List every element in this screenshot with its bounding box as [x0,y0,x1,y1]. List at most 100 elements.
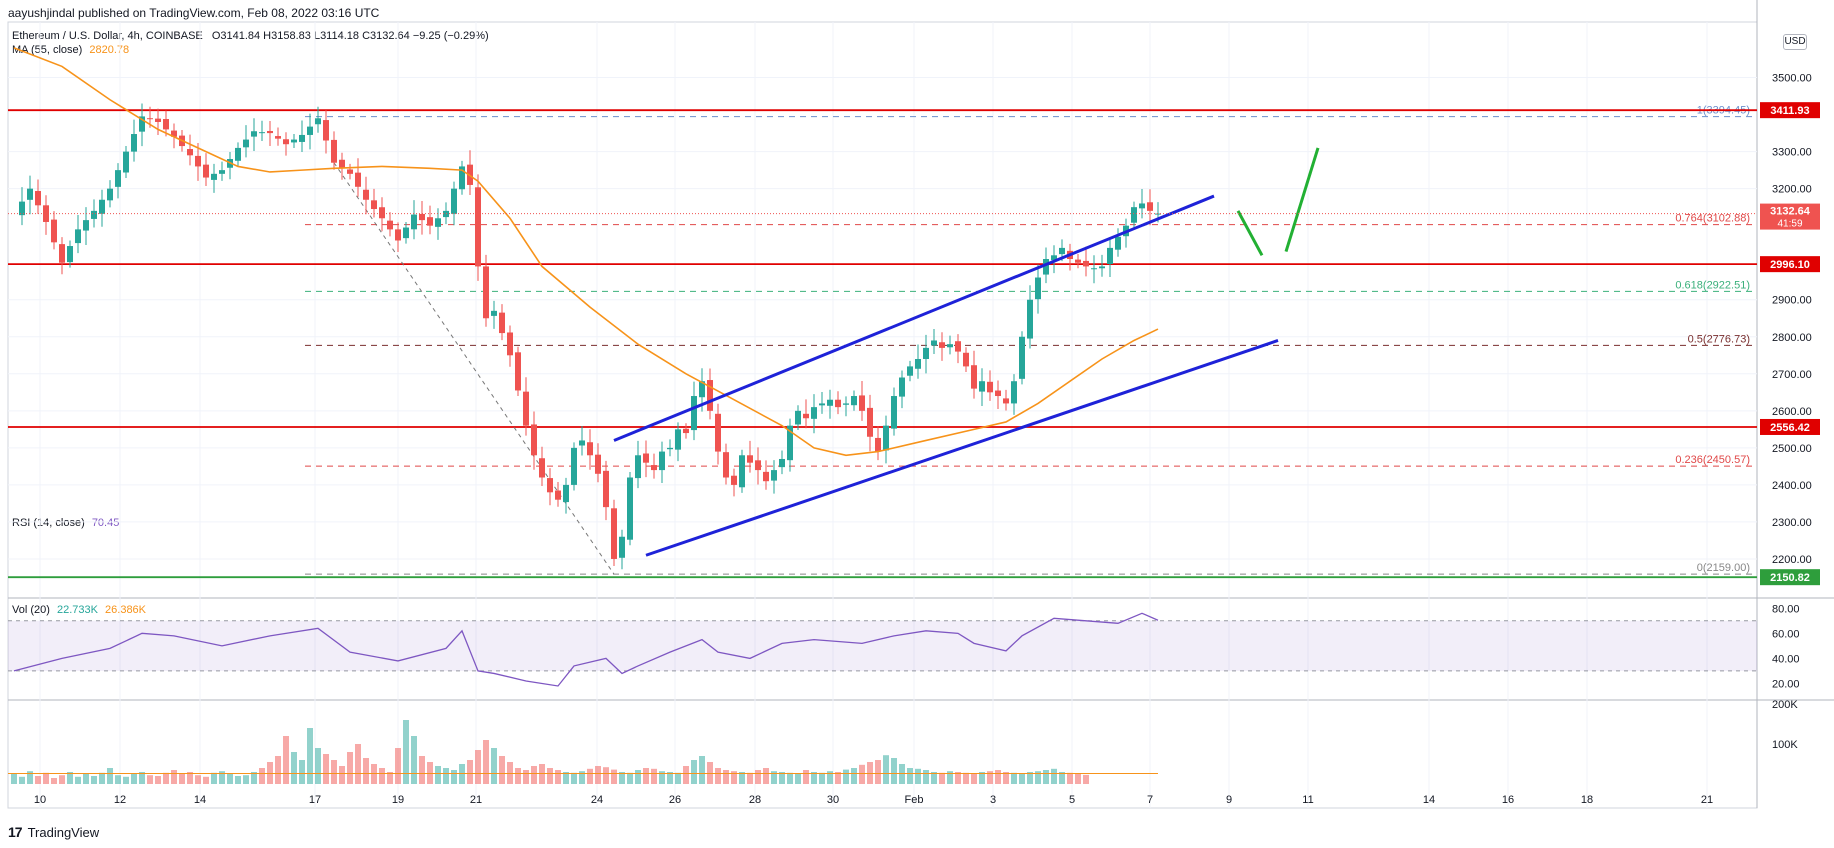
time-tick-label: 21 [470,794,482,806]
candle-body [1091,268,1097,270]
candle-body [427,217,433,226]
volume-bar [651,768,657,784]
volume-bar [483,740,489,784]
volume-bar [475,750,481,784]
volume-bar [1051,768,1057,784]
channel-lower-line [645,339,1279,557]
candle-body [907,366,913,376]
volume-bar [83,774,89,784]
volume-bar [459,764,465,784]
ma-legend: MA (55, close) 2820.78 [12,44,129,56]
level-badge-text: 3411.93 [1770,105,1809,117]
candle-body [51,219,57,243]
candle-body [699,381,705,398]
candle-body [611,508,617,559]
candle-body [819,403,825,406]
volume-bar [1035,771,1041,784]
volume-bar [291,752,297,784]
volume-bar [803,770,809,784]
candle-body [1147,202,1153,211]
candle-body [483,266,489,319]
volume-bar [931,772,937,784]
volume-bar [467,760,473,784]
candle-body [923,347,929,359]
volume-bar [947,771,953,784]
projection-arrow [1236,210,1264,257]
time-tick-label: 19 [392,794,404,806]
price-tick-label: 3200.00 [1772,184,1812,196]
candle-body [947,344,953,348]
volume-bar [331,760,337,784]
bar-countdown-text: 41:59 [1777,219,1802,230]
candle-body [955,341,961,352]
volume-bar [883,755,889,784]
candle-body [843,403,849,405]
candle-body [435,218,441,227]
candle-body [355,172,361,187]
volume-bar [243,775,249,784]
volume-bar [643,768,649,784]
volume-bar [547,768,553,784]
volume-bar [1019,773,1025,784]
candle-body [507,332,513,356]
candle-body [627,477,633,540]
volume-bar [363,758,369,784]
volume-bar [939,772,945,784]
candle-body [683,428,689,434]
candle-body [299,134,305,142]
price-tick-label: 2200.00 [1772,554,1812,566]
volume-bar [739,772,745,784]
rsi-line [13,612,1159,687]
volume-bar [699,756,705,784]
candle-body [171,130,177,137]
time-tick-label: 14 [194,794,206,806]
candle-body [691,396,697,431]
candle-body [203,164,209,178]
symbol-label: Ethereum / U.S. Dollar, 4h, COINBASE [12,30,203,42]
volume-bar [795,773,801,784]
ohlc-values: O3141.84 H3158.83 L3114.18 C3132.64 −9.2… [211,30,489,42]
price-tick-label: 2800.00 [1772,332,1812,344]
rsi-label: RSI (14, close) [12,517,85,529]
candle-body [747,455,753,463]
candle-body [595,454,601,474]
candle-body [515,352,521,391]
candle-body [811,407,817,419]
tradingview-logo-icon[interactable]: 17 [8,824,23,840]
volume-bar [755,770,761,784]
volume-bar [523,770,529,784]
candle-body [1107,247,1113,265]
volume-bar [987,771,993,784]
volume-bar [179,774,185,784]
candle-body [763,471,769,482]
candle-body [83,220,89,231]
candle-body [1099,266,1105,269]
price-tick-label: 2900.00 [1772,295,1812,307]
candle-body [131,134,137,152]
time-tick-label: 3 [990,794,996,806]
candle-body [19,201,25,216]
candle-body [475,187,481,267]
volume-bar [1043,770,1049,784]
volume-bar [675,772,681,784]
candle-body [43,205,49,222]
volume-bar [899,764,905,784]
candle-body [499,312,505,334]
candle-body [243,139,249,148]
candle-body [1051,255,1057,261]
candle-body [803,413,809,419]
level-badge [1760,569,1820,586]
candle-body [675,429,681,450]
price-tick-label: 2700.00 [1772,369,1812,381]
volume-bar [915,768,921,784]
volume-bar [955,772,961,784]
volume-bar [315,748,321,784]
candle-body [267,130,273,134]
level-badge-text: 2556.42 [1770,422,1810,434]
volume-bar [219,771,225,784]
candle-body [979,381,985,392]
candle-body [795,410,801,425]
currency-button[interactable]: USD [1783,34,1807,50]
candle-body [163,119,169,130]
